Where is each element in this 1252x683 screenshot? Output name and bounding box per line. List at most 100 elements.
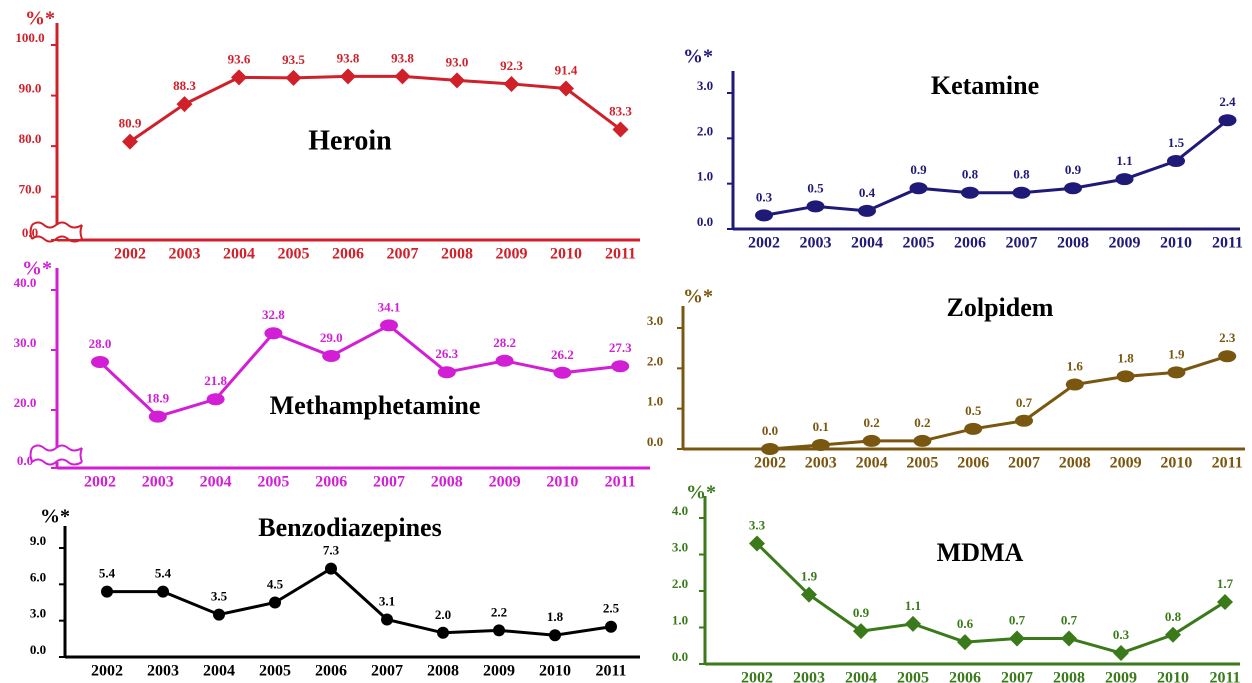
axis-break: [32, 225, 82, 239]
data-label: 28.0: [89, 336, 112, 351]
x-tick-label: 2011: [605, 474, 636, 491]
marker: [101, 585, 113, 598]
marker: [1009, 630, 1025, 647]
data-label: 0.9: [853, 605, 870, 620]
data-label: 0.8: [962, 167, 979, 182]
x-tick-label: 2007: [1008, 455, 1040, 472]
marker: [1116, 370, 1135, 383]
y-tick-label: 4.0: [672, 503, 688, 518]
data-label: 1.9: [801, 569, 818, 584]
marker: [1065, 378, 1084, 391]
y-tick-label: 1.0: [672, 612, 688, 627]
data-label: 0.6: [957, 616, 974, 631]
data-label: 0.5: [807, 180, 824, 195]
marker: [806, 200, 825, 213]
x-tick-label: 2009: [496, 246, 528, 263]
data-label: 1.6: [1067, 358, 1084, 373]
x-tick-label: 2002: [741, 670, 773, 683]
chart-panel: %* Ketamine 0.0 1.0 2.0 3.0 2002 2003 2004 2005 20…: [683, 46, 1243, 252]
marker: [801, 586, 817, 603]
y-tick-label: 9.0: [30, 533, 46, 548]
marker: [1167, 155, 1185, 167]
data-label: 0.9: [910, 162, 927, 177]
y-tick-label: 3.0: [30, 606, 46, 621]
y-tick-label: 70.0: [19, 182, 42, 197]
x-tick-label: 2009: [1109, 235, 1141, 252]
marker: [612, 121, 629, 138]
marker: [961, 186, 979, 199]
data-label: 1.7: [1217, 576, 1234, 591]
data-label: 0.3: [756, 189, 773, 204]
marker: [858, 204, 876, 217]
data-label: 88.3: [173, 78, 196, 93]
y-axis-label: %*: [683, 46, 713, 68]
marker: [493, 624, 505, 637]
data-label: 34.1: [378, 299, 401, 314]
x-tick-label: 2007: [371, 663, 403, 680]
marker: [340, 68, 356, 85]
marker: [862, 434, 881, 447]
marker: [1218, 350, 1237, 363]
x-tick-label: 2004: [845, 670, 877, 683]
x-tick-label: 2010: [1157, 670, 1189, 683]
x-tick-label: 2005: [903, 235, 935, 252]
marker: [264, 327, 283, 340]
data-label: 0.5: [965, 403, 982, 418]
marker: [269, 596, 281, 609]
data-label: 93.0: [446, 54, 469, 69]
series-line: [107, 566, 612, 637]
data-label: 5.4: [99, 566, 116, 581]
x-tick-label: 2006: [315, 663, 347, 680]
data-label: 28.2: [493, 335, 516, 350]
marker: [1064, 182, 1082, 195]
marker: [1115, 173, 1134, 186]
marker: [206, 393, 225, 406]
x-tick-label: 2011: [1209, 670, 1240, 683]
y-tick-label: 0.0: [647, 434, 663, 449]
y-tick-label: 20.0: [14, 395, 37, 410]
data-label: 4.5: [267, 576, 284, 591]
marker: [761, 443, 779, 455]
marker: [905, 615, 921, 632]
x-tick-label: 2010: [546, 474, 578, 491]
x-tick-label: 2010: [1160, 455, 1192, 472]
data-label: 0.3: [1113, 627, 1130, 642]
data-label: 0.0: [762, 423, 778, 438]
marker: [811, 438, 830, 451]
series-line: [763, 119, 1229, 217]
marker: [913, 434, 932, 447]
marker: [1218, 114, 1237, 127]
x-tick-label: 2003: [147, 663, 179, 680]
marker: [322, 350, 341, 362]
marker: [495, 354, 514, 367]
chart-title: Zolpidem: [947, 293, 1054, 322]
marker: [122, 133, 138, 150]
x-tick-label: 2003: [169, 246, 201, 263]
y-tick-label: 80.0: [19, 131, 42, 146]
y-tick-label: 40.0: [14, 275, 37, 290]
data-label: 29.0: [320, 330, 343, 345]
marker: [957, 634, 973, 651]
chart-panel: %* Zolpidem 0.0 1.0 2.0 3.0 2002 2003 2004 2005 20…: [647, 286, 1245, 472]
chart-title: Benzodiazepines: [258, 513, 441, 542]
y-tick-label: 0.0: [17, 453, 33, 468]
y-tick-label: 0.0: [22, 225, 38, 240]
marker: [1217, 593, 1233, 610]
y-tick-label: 2.0: [647, 353, 663, 368]
y-tick-label: 3.0: [647, 313, 663, 328]
x-tick-label: 2002: [114, 246, 146, 263]
x-tick-label: 2006: [954, 235, 986, 252]
x-tick-label: 2010: [539, 663, 571, 680]
data-label: 2.0: [435, 607, 451, 622]
data-label: 93.8: [337, 50, 360, 65]
data-label: 3.1: [379, 593, 395, 608]
x-tick-label: 2009: [1105, 670, 1137, 683]
marker: [853, 623, 869, 640]
data-label: 1.8: [547, 609, 564, 624]
x-tick-label: 2008: [1053, 670, 1085, 683]
y-axis-label: %*: [686, 482, 716, 504]
chart-panel: %* Benzodiazepines 0.0 3.0 6.0 9.0 2002 2003 200…: [30, 506, 640, 680]
y-axis-label: %*: [25, 8, 55, 30]
x-tick-label: 2008: [441, 246, 473, 263]
x-tick-label: 2009: [489, 474, 521, 491]
